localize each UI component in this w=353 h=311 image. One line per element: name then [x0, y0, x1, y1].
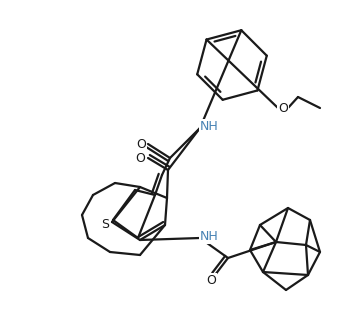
- Text: O: O: [135, 151, 145, 165]
- Text: O: O: [206, 273, 216, 286]
- Text: O: O: [278, 101, 288, 114]
- Text: O: O: [136, 137, 146, 151]
- Text: S: S: [101, 217, 109, 230]
- Text: NH: NH: [200, 119, 219, 132]
- Text: NH: NH: [200, 230, 219, 244]
